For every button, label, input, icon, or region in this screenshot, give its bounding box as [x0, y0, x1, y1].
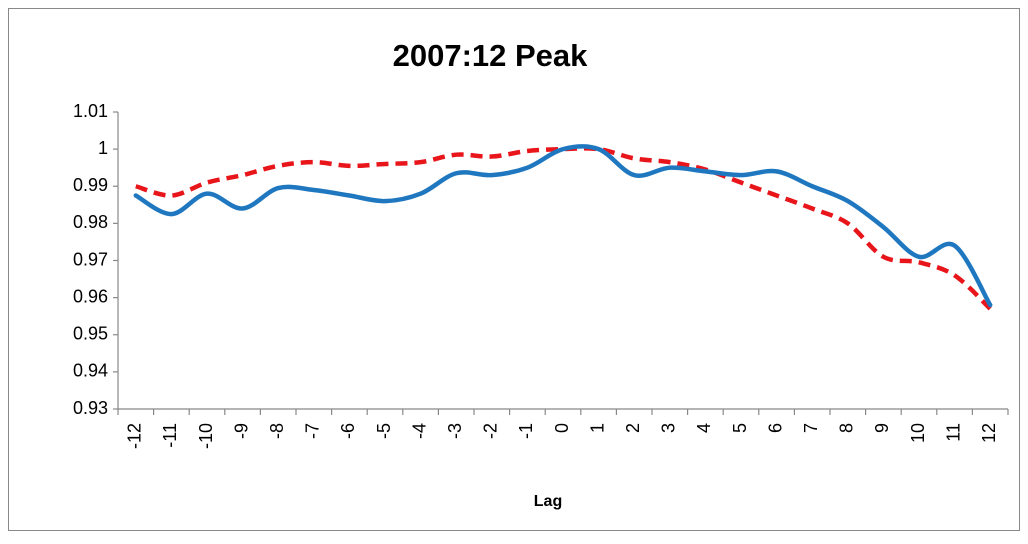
x-tick-label: -6 — [338, 423, 358, 439]
x-tick-label: 7 — [801, 423, 821, 433]
x-tick-label: 2 — [623, 423, 643, 433]
series-line — [135, 146, 992, 311]
x-tick-label: 3 — [659, 423, 679, 433]
x-tick-label: 10 — [908, 423, 928, 443]
y-tick-label: 1 — [98, 138, 108, 158]
x-tick-label: -1 — [516, 423, 536, 439]
x-tick-label: -5 — [374, 423, 394, 439]
x-tick-label: -8 — [267, 423, 287, 439]
x-tick-label: 0 — [552, 423, 572, 433]
x-axis-label: Lag — [534, 493, 562, 510]
x-tick-label: -12 — [125, 423, 145, 449]
chart-title: 2007:12 Peak — [393, 38, 589, 73]
y-tick-label: 0.95 — [73, 324, 108, 344]
x-tick-label: -9 — [231, 423, 251, 439]
x-tick-label: 8 — [837, 423, 857, 433]
x-tick-label: -10 — [196, 423, 216, 449]
x-tick-label: 9 — [872, 423, 892, 433]
x-tick-label: -7 — [303, 423, 323, 439]
y-tick-label: 0.99 — [73, 175, 108, 195]
y-tick-label: 1.01 — [73, 101, 108, 121]
x-tick-label: -11 — [160, 423, 180, 448]
y-tick-label: 0.94 — [73, 361, 108, 381]
chart-frame — [8, 8, 1020, 531]
y-tick-label: 0.97 — [73, 249, 108, 269]
x-tick-label: 12 — [979, 423, 999, 443]
y-tick-label: 0.98 — [73, 212, 108, 232]
series-line — [133, 144, 993, 308]
x-tick-label: -2 — [481, 423, 501, 439]
x-tick-label: 4 — [694, 423, 714, 433]
x-tick-label: 5 — [730, 423, 750, 433]
x-tick-label: -3 — [445, 423, 465, 439]
y-tick-label: 0.93 — [73, 398, 108, 418]
x-tick-label: -4 — [409, 423, 429, 439]
y-tick-label: 0.96 — [73, 286, 108, 306]
x-tick-label: 1 — [587, 423, 607, 433]
x-tick-label: 11 — [943, 423, 963, 442]
x-tick-label: 6 — [765, 423, 785, 433]
